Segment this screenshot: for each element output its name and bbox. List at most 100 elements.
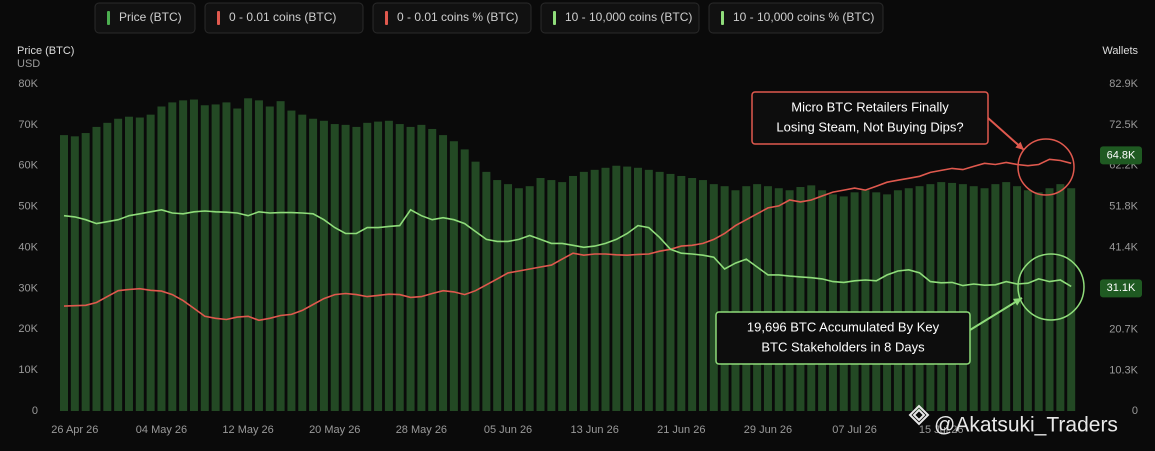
legend-box <box>708 2 884 34</box>
y-tick-label: 80K <box>18 78 38 90</box>
bar <box>114 118 123 412</box>
bar <box>1045 188 1054 411</box>
y-tick-label: 50K <box>18 201 38 213</box>
legend-item[interactable]: 0 - 0.01 coins % (BTC) <box>372 2 532 34</box>
bar <box>796 187 805 411</box>
bar <box>590 169 599 411</box>
legend-label: Price (BTC) <box>119 10 182 24</box>
bar <box>980 188 989 411</box>
bar <box>70 136 79 411</box>
x-tick-label: 13 Jun 26 <box>571 424 619 436</box>
bar <box>222 102 231 412</box>
bar <box>287 110 296 411</box>
bar <box>482 171 491 411</box>
bar <box>655 171 664 411</box>
bar <box>579 171 588 411</box>
legend-item[interactable]: 0 - 0.01 coins (BTC) <box>204 2 364 34</box>
bar <box>439 135 448 411</box>
bar <box>1023 190 1032 411</box>
line <box>63 208 1072 288</box>
bar <box>883 194 892 411</box>
bar <box>374 121 383 411</box>
bar <box>179 100 188 411</box>
bar <box>666 173 675 411</box>
bar <box>698 180 707 411</box>
legend-box <box>540 2 700 34</box>
bar <box>991 184 1000 411</box>
bar <box>558 182 567 411</box>
annotation-text: BTC Stakeholders in 8 Days <box>761 339 925 354</box>
bar <box>309 118 318 412</box>
x-tick-label: 21 Jun 26 <box>657 424 705 436</box>
bar <box>514 188 523 411</box>
x-tick-label: 29 Jun 26 <box>744 424 792 436</box>
bar <box>352 126 361 411</box>
bar <box>948 182 957 411</box>
y2-marker-label: 64.8K <box>1107 149 1136 161</box>
bar <box>763 186 772 411</box>
legend-box <box>94 2 196 34</box>
legend-item[interactable]: 10 - 10,000 coins % (BTC) <box>708 2 884 34</box>
bar <box>460 149 469 411</box>
legend-item[interactable]: 10 - 10,000 coins (BTC) <box>540 2 700 34</box>
legend-label: 10 - 10,000 coins (BTC) <box>565 10 692 24</box>
bar <box>428 128 437 411</box>
bar <box>872 192 881 411</box>
bar <box>709 184 718 411</box>
bar <box>124 116 133 411</box>
y-title: Price (BTC) <box>17 45 74 57</box>
bar <box>146 114 155 411</box>
bar <box>449 141 458 411</box>
bar <box>417 124 426 411</box>
watermark-text: @Akatsuki_Traders <box>934 414 1118 437</box>
bar <box>688 178 697 411</box>
legend-label: 0 - 0.01 coins (BTC) <box>229 10 336 24</box>
bar <box>915 186 924 411</box>
legend-swatch <box>553 11 556 25</box>
bar <box>893 190 902 411</box>
x-tick-label: 07 Jul 26 <box>832 424 877 436</box>
y-tick-label: 40K <box>18 241 38 253</box>
y2-marker <box>1100 146 1142 165</box>
x-tick-label: 15 Jul 26 <box>919 424 964 436</box>
bar <box>103 122 112 412</box>
bar <box>363 122 372 412</box>
bar <box>1067 188 1076 411</box>
legend-label: 10 - 10,000 coins % (BTC) <box>733 10 874 24</box>
bar <box>774 188 783 411</box>
x-tick-label: 26 Apr 26 <box>51 424 98 436</box>
bar <box>850 192 859 411</box>
bar <box>742 186 751 411</box>
bar <box>807 185 816 411</box>
bar <box>493 180 502 411</box>
bar <box>720 186 729 411</box>
bar <box>536 178 545 411</box>
y-tick-label: 0 <box>32 405 38 417</box>
annotation-circle <box>1017 253 1085 321</box>
bar <box>839 196 848 411</box>
annotation-arrow <box>969 297 1023 331</box>
bar <box>1034 192 1043 411</box>
bar <box>937 182 946 411</box>
bar <box>254 100 263 411</box>
bar <box>319 120 328 411</box>
bar <box>92 126 101 411</box>
bar <box>395 124 404 412</box>
y-tick-label: 70K <box>18 119 38 131</box>
legend-item[interactable]: Price (BTC) <box>94 2 196 34</box>
legend-swatch <box>107 11 110 25</box>
y2-tick-label: 10.3K <box>1109 364 1138 376</box>
bar <box>200 105 209 411</box>
bar <box>330 124 339 412</box>
line <box>63 158 1072 322</box>
annotation-text: Losing Steam, Not Buying Dips? <box>776 119 963 134</box>
watermark-logo <box>908 404 930 426</box>
bar <box>601 167 610 411</box>
annotation-arrowhead <box>1015 141 1024 150</box>
y2-title: Wallets <box>1102 45 1138 57</box>
x-tick-label: 05 Jun 26 <box>484 424 532 436</box>
bar <box>644 169 653 411</box>
bar <box>233 108 242 412</box>
annotation-text: Micro BTC Retailers Finally <box>791 99 949 114</box>
x-tick-label: 12 May 26 <box>222 424 273 436</box>
